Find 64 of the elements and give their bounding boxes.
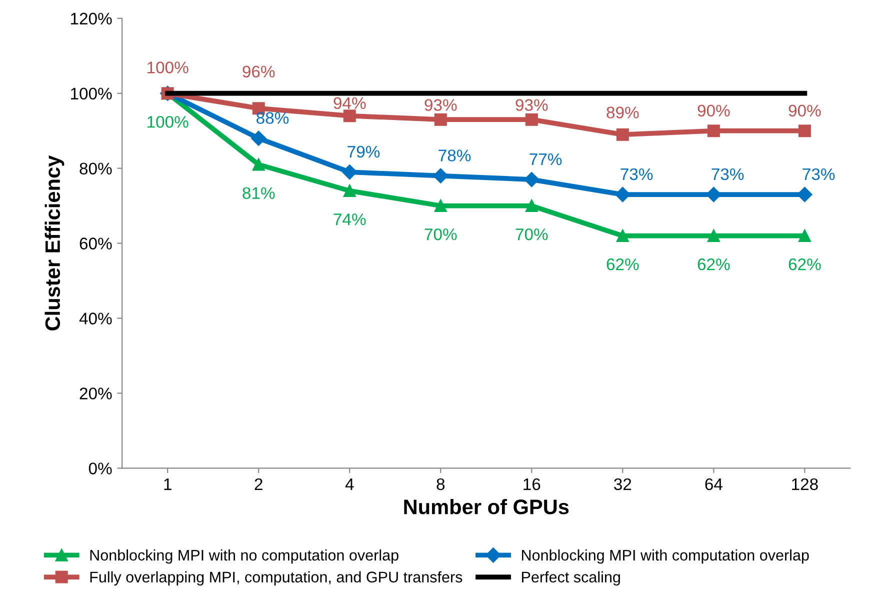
y-tick-label: 80% — [80, 162, 112, 175]
y-tick-label: 0% — [88, 462, 112, 474]
point — [251, 130, 266, 146]
legend-label: Nonblocking MPI with no computation overlap — [90, 549, 398, 564]
point — [615, 186, 630, 202]
x-tick-label: 128 — [792, 478, 818, 490]
point — [616, 230, 629, 242]
point — [616, 128, 629, 141]
data-label: 90% — [788, 104, 821, 117]
data-label: 93% — [516, 99, 548, 111]
point — [343, 110, 356, 122]
data-label: 62% — [788, 258, 821, 270]
point — [797, 186, 812, 202]
data-label: 94% — [334, 97, 366, 110]
data-label: 100% — [148, 116, 188, 128]
data-label: 70% — [516, 228, 548, 240]
point — [525, 113, 538, 126]
y-tick-label: 40% — [79, 312, 112, 324]
point — [525, 200, 538, 212]
y-axis-title: Cluster Efficiency — [44, 155, 64, 330]
point — [707, 124, 720, 138]
y-tick-label: 120% — [71, 12, 112, 25]
data-label: 62% — [606, 258, 639, 270]
x-tick-label: 64 — [705, 478, 722, 490]
data-label: 74% — [334, 214, 366, 226]
point — [798, 124, 811, 138]
x-tick-label: 8 — [436, 478, 445, 490]
data-label: 90% — [698, 104, 730, 117]
data-label: 88% — [256, 112, 289, 124]
data-label: 100% — [148, 62, 188, 74]
y-tick-label: 100% — [71, 88, 112, 100]
data-label: 73% — [802, 168, 835, 180]
point — [524, 172, 540, 188]
point — [433, 168, 448, 184]
data-label: 62% — [698, 258, 730, 270]
x-tick-label: 16 — [524, 478, 540, 490]
data-label: 96% — [242, 66, 275, 78]
y-tick-label: 20% — [80, 388, 112, 400]
legend-label: Fully overlapping MPI, computation, and GPU transfers — [90, 571, 462, 586]
data-label: 89% — [606, 106, 639, 118]
x-axis-title: Number of GPUs — [404, 498, 569, 514]
point — [342, 164, 358, 180]
point — [707, 230, 720, 242]
legend-label: Nonblocking MPI with computation overlap — [522, 549, 809, 564]
data-label: 81% — [242, 187, 275, 200]
point — [434, 200, 447, 212]
point — [343, 184, 356, 198]
data-label: 73% — [712, 168, 744, 180]
x-tick-label: 32 — [614, 478, 632, 490]
x-tick-label: 2 — [254, 478, 262, 490]
point — [706, 186, 722, 202]
data-label: 77% — [530, 153, 562, 166]
data-label: 79% — [348, 146, 380, 158]
point — [434, 113, 447, 126]
data-label: 73% — [620, 168, 653, 180]
point — [252, 158, 265, 171]
data-label: 78% — [438, 150, 471, 162]
point — [798, 230, 811, 242]
y-tick-label: 60% — [80, 238, 112, 250]
legend-label: Perfect scaling — [522, 571, 620, 586]
x-tick-label: 4 — [345, 478, 354, 490]
x-tick-label: 1 — [164, 478, 172, 490]
data-label: 70% — [424, 228, 457, 240]
data-label: 93% — [424, 99, 457, 111]
